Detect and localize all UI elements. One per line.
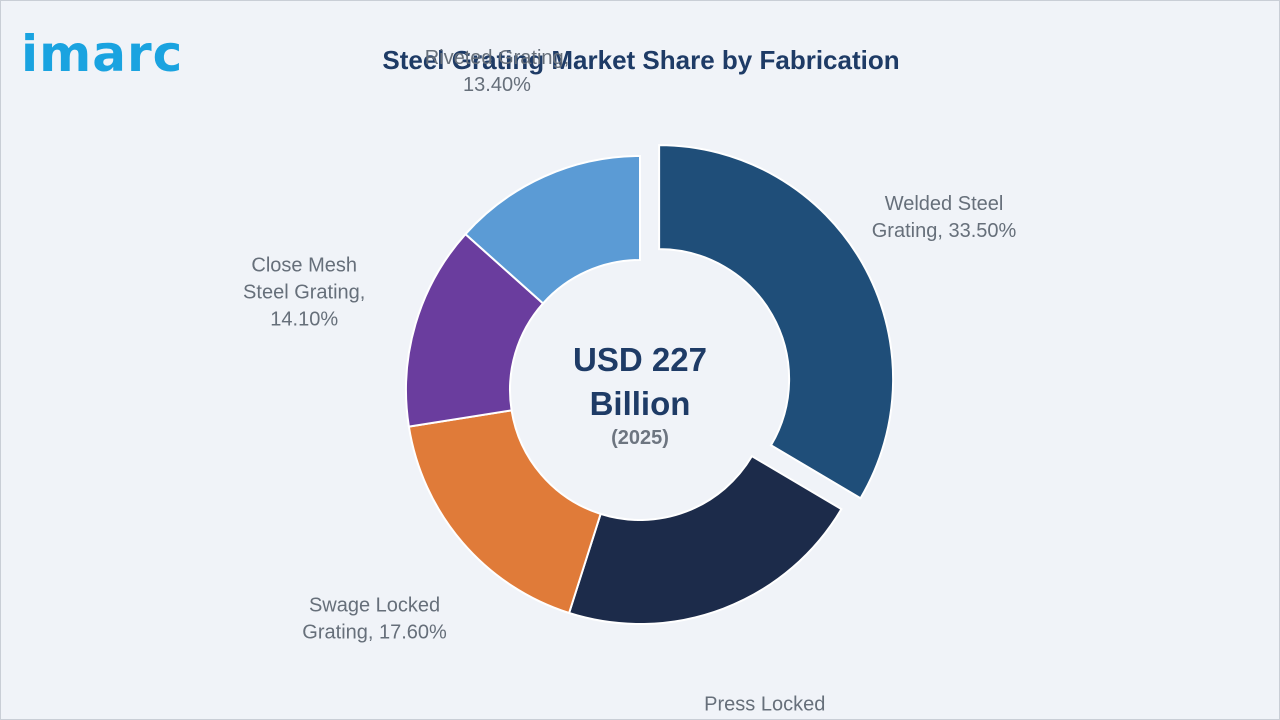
slice-label-welded-steel-grating: Welded Steel Grating, 33.50% (872, 193, 1017, 242)
chart-title: Steel Grating Market Share by Fabricatio… (382, 45, 900, 75)
center-label: USD 227 Billion (2025) (573, 341, 707, 449)
slice-label-riveted-grating: Riveted Grating, 13.40% (425, 47, 570, 96)
slice-welded-steel-grating (658, 144, 895, 500)
center-unit: Billion (590, 385, 691, 422)
donut-slices (405, 144, 895, 625)
slice-label-close-mesh-steel-grating: Close Mesh Steel Grating, 14.10% (243, 254, 365, 330)
slice-press-locked-grating (567, 454, 843, 625)
center-value: USD 227 (573, 341, 707, 378)
imarc-logo: imarc (21, 25, 184, 83)
slice-swage-locked-grating (407, 409, 602, 615)
center-year: (2025) (611, 427, 669, 449)
slice-riveted-grating (464, 154, 641, 305)
slice-label-swage-locked-grating: Swage Locked Grating, 17.60% (302, 595, 447, 644)
